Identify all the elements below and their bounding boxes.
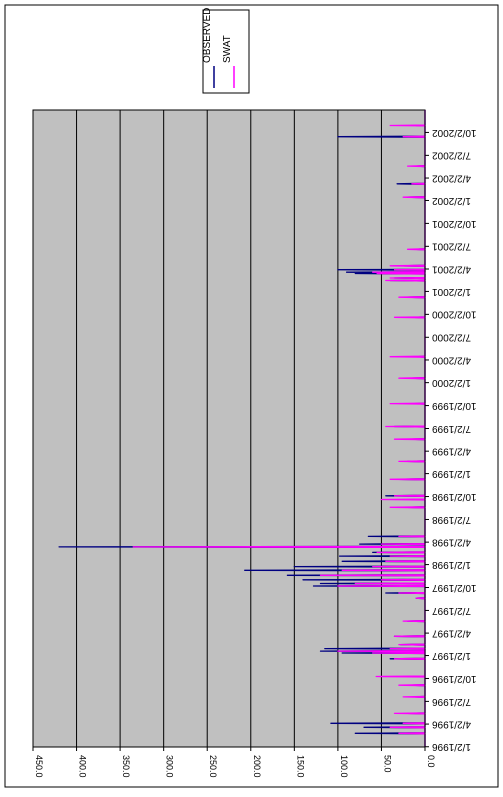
time-tick-label: 10/2/1998 [432,491,477,502]
time-tick-label: 10/2/1996 [432,673,477,684]
value-tick-label: 50.0 [382,755,392,773]
value-tick-label: 450.0 [34,755,44,778]
time-tick-label: 10/2/1999 [432,400,477,411]
time-tick-label: 7/2/1996 [432,696,471,707]
value-tick-label: 300.0 [165,755,175,778]
value-tick-label: 400.0 [78,755,88,778]
grid-layer [76,110,382,747]
time-tick-label: 4/2/1996 [432,718,471,729]
value-tick-label: 100.0 [339,755,349,778]
time-tick-label: 1/2/1999 [432,468,471,479]
time-tick-label: 7/2/2002 [432,150,471,161]
time-tick-label: 7/2/1998 [432,514,471,525]
time-tick-label: 7/2/2001 [432,241,471,252]
legend-label-swat: SWAT [222,35,233,63]
axis-layer: 0.0 50.0 100.0 150.0 200.0 250.0 300.0 350.0 400… [32,110,477,778]
time-tick-label: 1/2/2000 [432,377,471,388]
time-tick-label: 4/2/2000 [432,354,471,365]
time-tick-label: 1/2/1998 [432,559,471,570]
time-tick-label: 10/2/2002 [432,127,477,138]
time-tick-label: 4/2/1999 [432,446,471,457]
time-tick-label: 1/2/2001 [432,286,471,297]
legend-label-observed: OBSERVED [202,8,213,63]
value-tick-label: 250.0 [208,755,218,778]
time-tick-label: 1/2/1997 [432,650,471,661]
value-tick-label: 150.0 [295,755,305,778]
legend-box [202,9,250,94]
time-tick-label: 7/2/1999 [432,423,471,434]
time-tick-label: 1/2/1996 [432,741,471,752]
time-tick-label: 4/2/1997 [432,627,471,638]
time-tick-label: 4/2/1998 [432,537,471,548]
time-tick-label: 4/2/2002 [432,172,471,183]
time-tick-label: 10/2/1997 [432,582,477,593]
legend: OBSERVED SWAT [202,8,250,94]
value-tick-label: 200.0 [252,755,262,778]
time-tick-label: 7/2/1997 [432,605,471,616]
time-tick-label: 7/2/2000 [432,332,471,343]
value-tick-label: 0.0 [426,755,436,768]
time-tick-label: 10/2/2001 [432,218,477,229]
time-tick-label: 1/2/2002 [432,195,471,206]
time-tick-label: 4/2/2001 [432,263,471,274]
plot-area [32,109,426,748]
time-tick-label: 10/2/2000 [432,309,477,320]
value-tick-label: 350.0 [121,755,131,778]
